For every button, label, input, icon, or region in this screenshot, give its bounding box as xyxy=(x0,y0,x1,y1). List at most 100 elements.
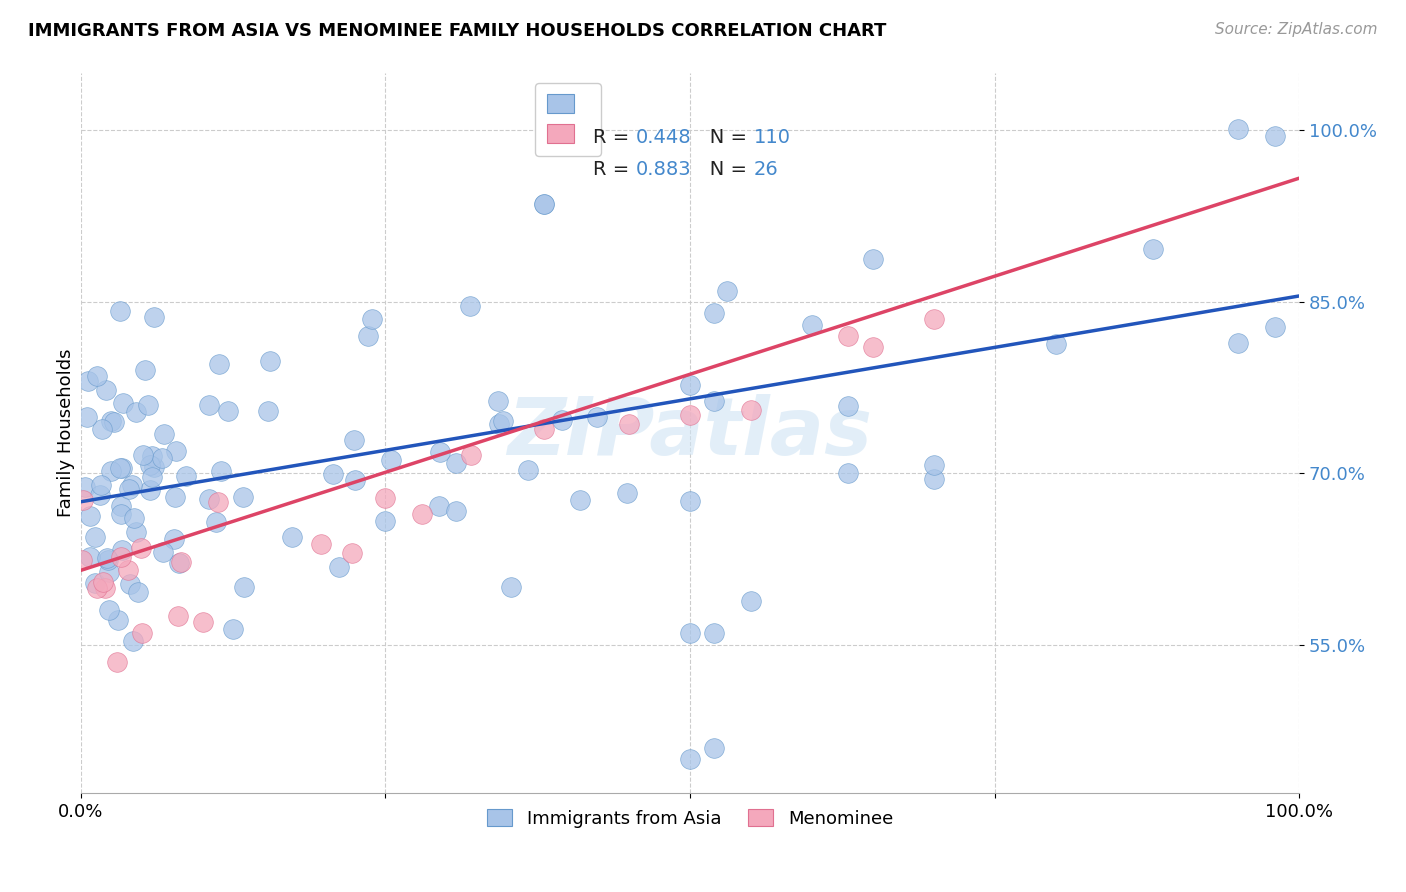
Point xyxy=(837,399,859,413)
Point xyxy=(97,553,120,567)
Point xyxy=(111,461,134,475)
Point xyxy=(679,626,702,640)
Point xyxy=(107,613,129,627)
Point xyxy=(132,448,155,462)
Point xyxy=(150,451,173,466)
Point xyxy=(444,504,467,518)
Point xyxy=(139,483,162,497)
Point xyxy=(98,566,121,580)
Point xyxy=(533,197,555,211)
Point xyxy=(90,422,112,436)
Point xyxy=(703,626,725,640)
Point xyxy=(197,398,219,412)
Point xyxy=(679,408,702,422)
Point xyxy=(516,463,538,477)
Point xyxy=(343,433,366,447)
Point xyxy=(862,252,884,266)
Point xyxy=(122,633,145,648)
Point xyxy=(72,492,94,507)
Point xyxy=(163,533,186,547)
Point xyxy=(550,413,572,427)
Point xyxy=(136,398,159,412)
Point xyxy=(97,603,120,617)
Point xyxy=(110,507,132,521)
Point xyxy=(569,493,592,508)
Point xyxy=(1227,336,1250,351)
Point xyxy=(125,405,148,419)
Point xyxy=(361,311,384,326)
Point xyxy=(90,478,112,492)
Point xyxy=(143,310,166,325)
Text: N =: N = xyxy=(692,160,754,178)
Point xyxy=(105,655,128,669)
Point xyxy=(191,615,214,629)
Point xyxy=(83,530,105,544)
Text: 0.448: 0.448 xyxy=(636,128,692,146)
Point xyxy=(110,549,132,564)
Point xyxy=(460,448,482,462)
Point xyxy=(141,470,163,484)
Point xyxy=(75,480,97,494)
Point xyxy=(139,458,162,472)
Point xyxy=(259,354,281,368)
Point xyxy=(100,464,122,478)
Point xyxy=(94,581,117,595)
Y-axis label: Family Households: Family Households xyxy=(58,349,75,517)
Point xyxy=(131,626,153,640)
Point xyxy=(174,469,197,483)
Point xyxy=(86,368,108,383)
Point xyxy=(374,491,396,505)
Point xyxy=(163,490,186,504)
Point xyxy=(209,464,232,478)
Point xyxy=(111,542,134,557)
Text: 26: 26 xyxy=(754,160,779,178)
Point xyxy=(427,499,450,513)
Point xyxy=(458,299,481,313)
Point xyxy=(343,473,366,487)
Point xyxy=(322,467,344,481)
Point xyxy=(204,515,226,529)
Point xyxy=(501,580,523,594)
Legend: Immigrants from Asia, Menominee: Immigrants from Asia, Menominee xyxy=(479,802,900,835)
Point xyxy=(1264,320,1286,334)
Point xyxy=(340,546,363,560)
Point xyxy=(429,445,451,459)
Text: R =: R = xyxy=(593,128,636,146)
Point xyxy=(118,482,141,496)
Point xyxy=(108,304,131,318)
Point xyxy=(740,403,762,417)
Point xyxy=(129,541,152,555)
Point xyxy=(91,574,114,589)
Point xyxy=(152,545,174,559)
Point xyxy=(142,460,165,475)
Point xyxy=(167,556,190,570)
Point xyxy=(533,197,555,211)
Point xyxy=(153,427,176,442)
Point xyxy=(1045,336,1067,351)
Point xyxy=(1227,122,1250,136)
Point xyxy=(108,461,131,475)
Point xyxy=(616,485,638,500)
Point xyxy=(716,284,738,298)
Point xyxy=(1142,243,1164,257)
Point xyxy=(167,609,190,624)
Point xyxy=(70,553,93,567)
Point xyxy=(117,563,139,577)
Text: R =: R = xyxy=(593,160,636,178)
Point xyxy=(703,306,725,320)
Point xyxy=(837,466,859,480)
Point xyxy=(79,550,101,565)
Text: IMMIGRANTS FROM ASIA VS MENOMINEE FAMILY HOUSEHOLDS CORRELATION CHART: IMMIGRANTS FROM ASIA VS MENOMINEE FAMILY… xyxy=(28,22,887,40)
Point xyxy=(533,422,555,436)
Point xyxy=(165,443,187,458)
Point xyxy=(837,329,859,343)
Point xyxy=(411,507,433,521)
Point xyxy=(100,414,122,428)
Text: Source: ZipAtlas.com: Source: ZipAtlas.com xyxy=(1215,22,1378,37)
Point xyxy=(96,384,118,398)
Point xyxy=(232,490,254,504)
Point xyxy=(96,550,118,565)
Point xyxy=(233,580,256,594)
Point xyxy=(217,404,239,418)
Text: N =: N = xyxy=(692,128,754,146)
